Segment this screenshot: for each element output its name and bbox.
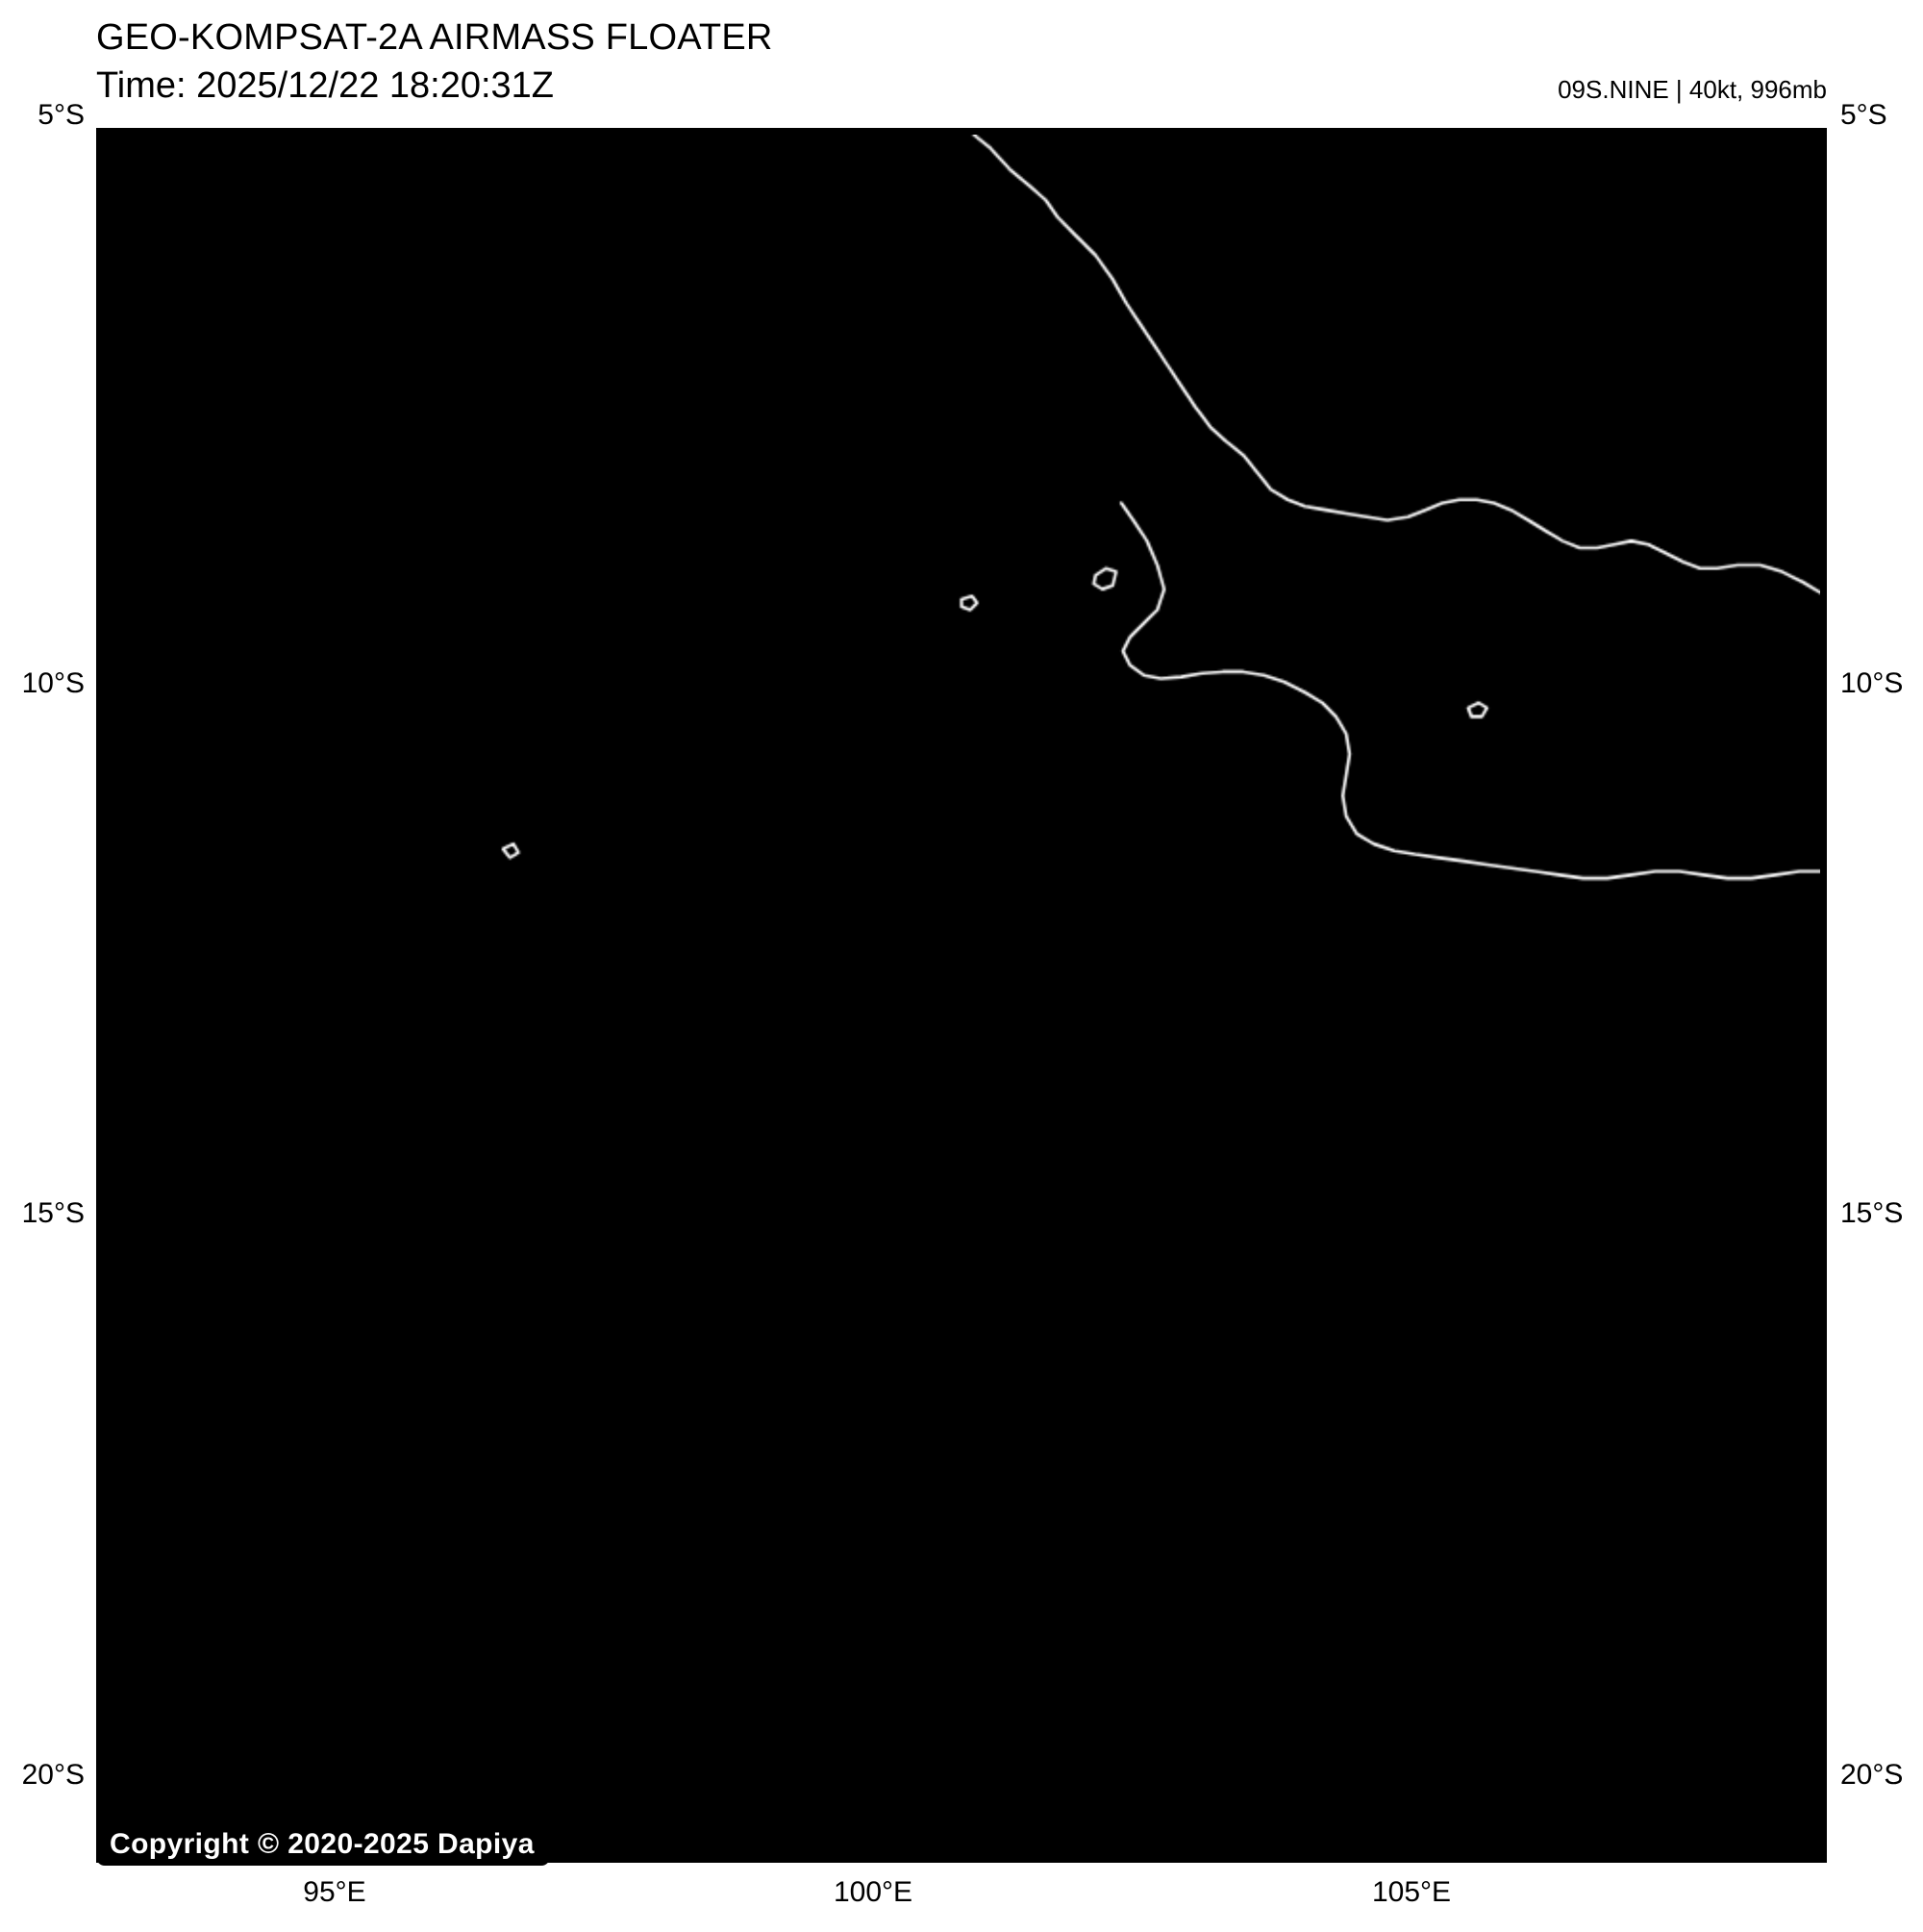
satellite-imagery-canvas: [103, 135, 1820, 1856]
lat-label-right-10s: 10°S: [1840, 667, 1904, 699]
lat-label-right-15s: 15°S: [1840, 1197, 1904, 1229]
lon-label-105e: 105°E: [1371, 1876, 1452, 1908]
timestamp-label: Time: 2025/12/22 18:20:31Z: [96, 65, 555, 106]
storm-info-label: 09S.NINE | 40kt, 996mb: [1558, 75, 1827, 104]
lat-label-right-20s: 20°S: [1840, 1759, 1904, 1791]
lat-label-left-10s: 10°S: [21, 667, 85, 699]
lat-label-left-15s: 15°S: [21, 1197, 85, 1229]
lon-label-95e: 95°E: [303, 1876, 366, 1908]
lon-label-100e: 100°E: [833, 1876, 913, 1908]
copyright-banner: Copyright © 2020-2025 Dapiya: [96, 1823, 550, 1866]
satellite-image-plot[interactable]: [96, 128, 1827, 1863]
page-title: GEO-KOMPSAT-2A AIRMASS FLOATER: [96, 17, 773, 58]
lat-label-left-5s: 5°S: [37, 99, 85, 131]
lat-label-left-20s: 20°S: [21, 1759, 85, 1791]
lat-label-right-5s: 5°S: [1840, 99, 1887, 131]
